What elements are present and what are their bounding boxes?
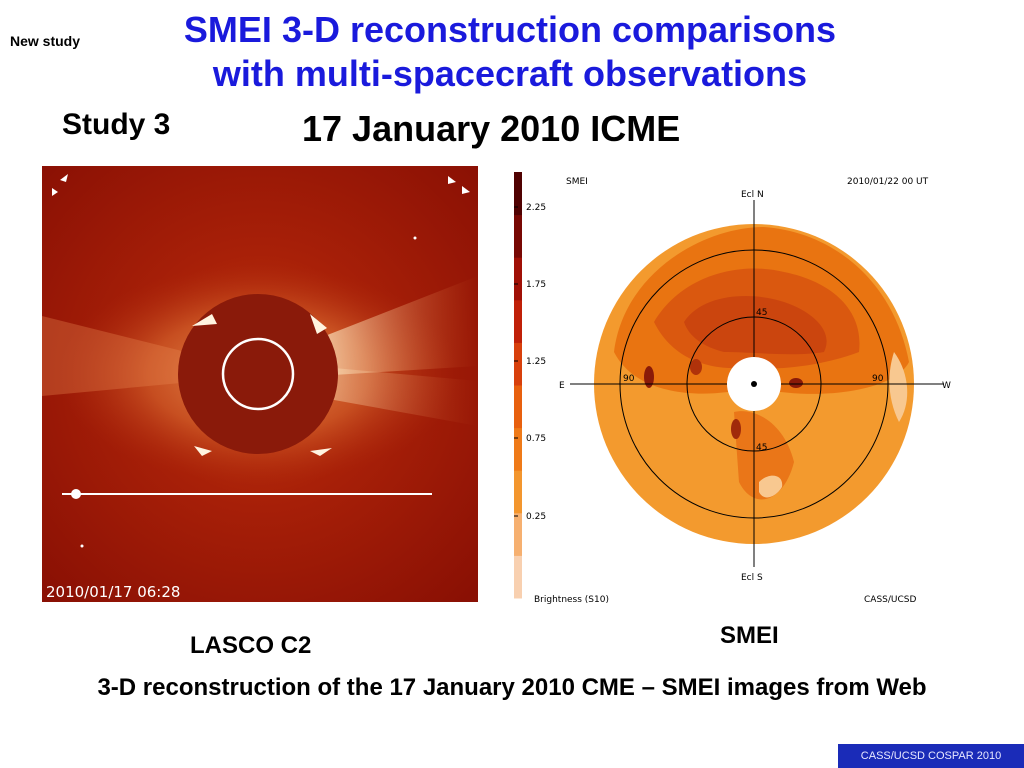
- brightness-label: Brightness (S10): [534, 595, 609, 605]
- study-label: Study 3: [62, 108, 171, 141]
- east-label: E: [559, 381, 565, 391]
- slide-subtitle: 17 January 2010 ICME: [302, 108, 681, 149]
- sky-map-icon: 2.25 1.75 1.25 0.75 0.25 SMEI 2010/01/22 00 …: [514, 162, 958, 610]
- scale-segment: [514, 385, 522, 429]
- scale-segment: [514, 555, 522, 599]
- ecl-north-label: Ecl N: [741, 190, 764, 200]
- scale-tick-label: 1.25: [526, 357, 546, 367]
- scale-tick-label: 2.25: [526, 203, 546, 213]
- lasco-image: 2010/01/17 06:28: [42, 166, 478, 602]
- lat-45-bottom: 45: [756, 443, 767, 453]
- scale-segment: [514, 470, 522, 514]
- coronagraph-icon: 2010/01/17 06:28: [42, 166, 478, 602]
- brightness-scale: [514, 172, 522, 599]
- slide-caption: 3-D reconstruction of the 17 January 201…: [97, 674, 927, 701]
- smei-date: 2010/01/22 00 UT: [847, 177, 929, 187]
- lat-45-top: 45: [756, 308, 767, 318]
- scale-tick-label: 0.75: [526, 434, 546, 444]
- smei-image: 2.25 1.75 1.25 0.75 0.25 SMEI 2010/01/22 00 …: [514, 162, 958, 610]
- footer-badge: CASS/UCSD COSPAR 2010: [838, 744, 1024, 768]
- scale-segment: [514, 299, 522, 343]
- scale-tick-label: 1.75: [526, 280, 546, 290]
- scale-segment: [514, 427, 522, 471]
- lon-90-left: 90: [623, 374, 635, 384]
- title-line-2: with multi-spacecraft observations: [212, 53, 808, 94]
- scale-segment: [514, 512, 522, 556]
- ecl-south-label: Ecl S: [741, 573, 763, 583]
- scale-tick-label: 0.25: [526, 512, 546, 522]
- smei-caption: SMEI: [720, 622, 779, 649]
- scale-segment: [514, 342, 522, 386]
- slide-title: SMEI 3-D reconstruction comparisons with…: [100, 8, 920, 96]
- lasco-caption: LASCO C2: [190, 632, 312, 659]
- scale-segment: [514, 214, 522, 258]
- west-label: W: [942, 381, 951, 391]
- smei-panel-title: SMEI: [566, 177, 588, 187]
- scale-segment: [514, 257, 522, 301]
- title-line-1: SMEI 3-D reconstruction comparisons: [183, 9, 837, 50]
- lon-90-right: 90: [872, 374, 884, 384]
- new-study-tag: New study: [10, 33, 81, 49]
- scale-segment: [514, 172, 522, 216]
- lasco-timestamp: 2010/01/17 06:28: [46, 583, 180, 601]
- smei-credit: CASS/UCSD: [864, 595, 916, 605]
- brightness-scale-ticks: 2.25 1.75 1.25 0.75 0.25: [514, 203, 546, 522]
